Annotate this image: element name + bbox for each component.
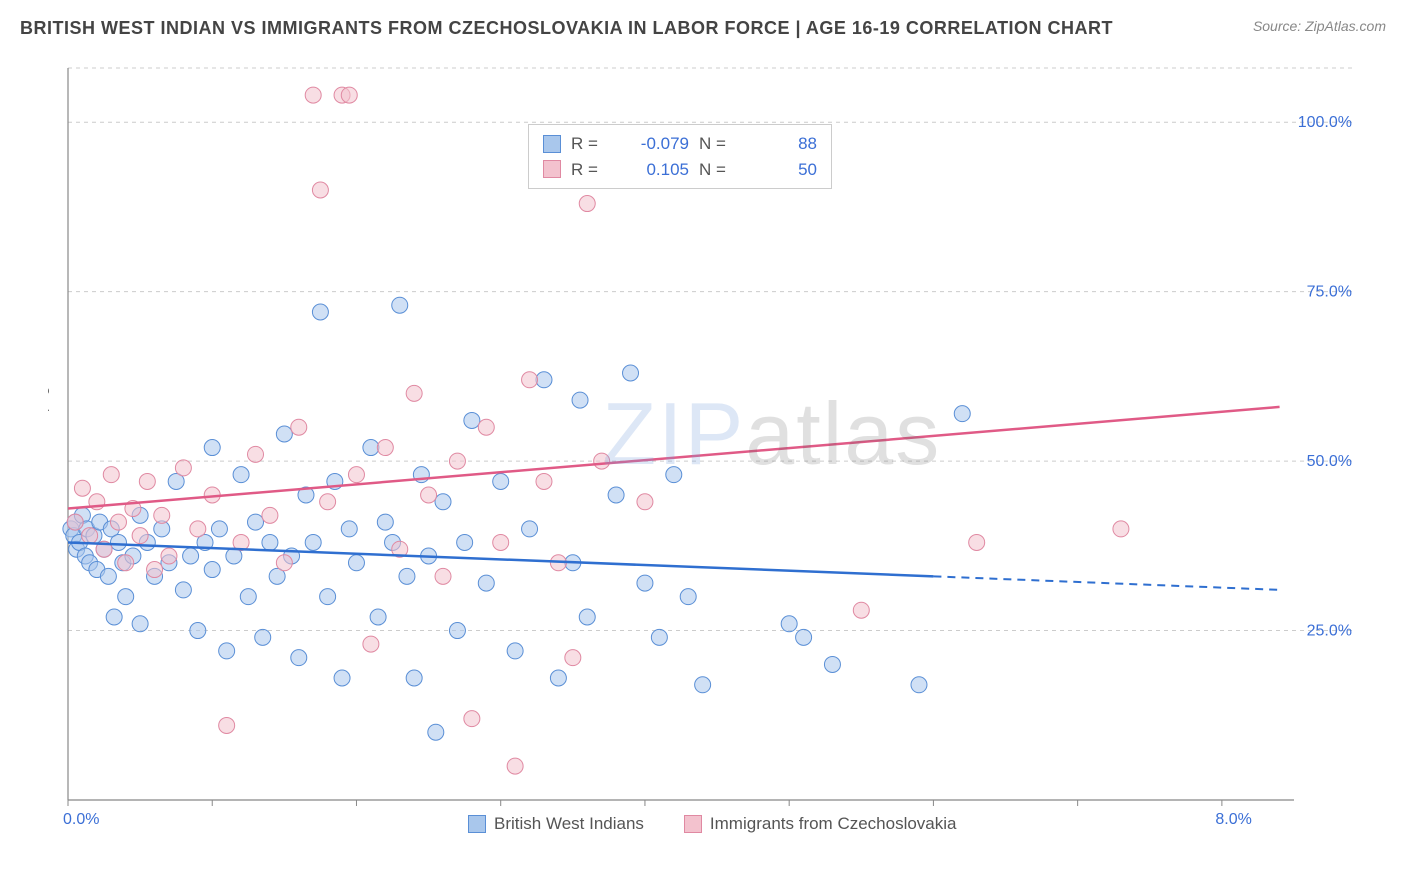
swatch-series2-b [684, 815, 702, 833]
svg-text:50.0%: 50.0% [1307, 453, 1352, 470]
legend-item-2: Immigrants from Czechoslovakia [684, 814, 957, 834]
n-value-1: 88 [747, 131, 817, 157]
r-label: R = [571, 157, 609, 183]
series2-name: Immigrants from Czechoslovakia [710, 814, 957, 834]
chart-title: BRITISH WEST INDIAN VS IMMIGRANTS FROM C… [20, 18, 1113, 39]
svg-text:0.0%: 0.0% [63, 811, 99, 828]
n-value-2: 50 [747, 157, 817, 183]
chart-container: 25.0% 50.0% 75.0% 100.0% 0.0% 8.0% In Labor Fo… [48, 60, 1364, 840]
swatch-series1-b [468, 815, 486, 833]
series1-name: British West Indians [494, 814, 644, 834]
svg-text:In Labor Force | Age 16-19: In Labor Force | Age 16-19 [48, 336, 50, 514]
svg-text:100.0%: 100.0% [1298, 114, 1352, 131]
r-value-1: -0.079 [619, 131, 689, 157]
series-legend: British West Indians Immigrants from Cze… [468, 814, 957, 834]
r-value-2: 0.105 [619, 157, 689, 183]
swatch-series2 [543, 160, 561, 178]
legend-item-1: British West Indians [468, 814, 644, 834]
stats-row-1: R = -0.079 N = 88 [543, 131, 817, 157]
source-attribution: Source: ZipAtlas.com [1253, 18, 1386, 34]
stats-row-2: R = 0.105 N = 50 [543, 157, 817, 183]
svg-text:25.0%: 25.0% [1307, 623, 1352, 640]
n-label: N = [699, 157, 737, 183]
svg-text:75.0%: 75.0% [1307, 284, 1352, 301]
n-label: N = [699, 131, 737, 157]
svg-text:8.0%: 8.0% [1215, 811, 1251, 828]
r-label: R = [571, 131, 609, 157]
swatch-series1 [543, 135, 561, 153]
stats-legend: R = -0.079 N = 88 R = 0.105 N = 50 [528, 124, 832, 189]
